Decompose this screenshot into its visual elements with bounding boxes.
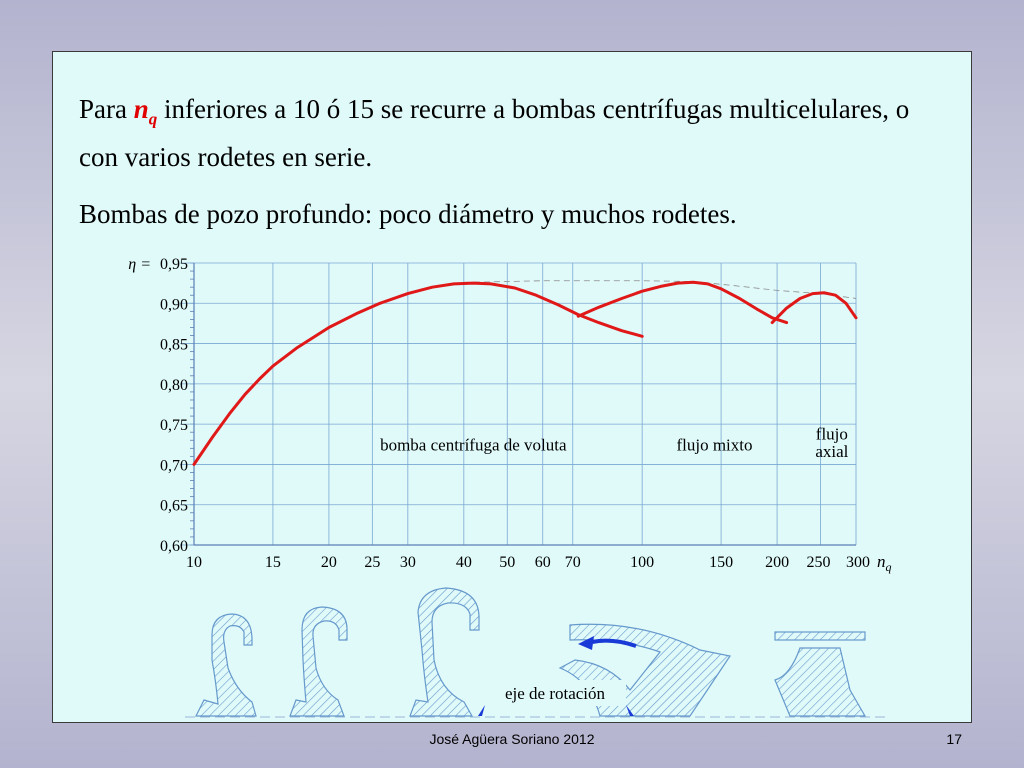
x-tick-label: 25: [364, 554, 380, 571]
footer-author: José Agüera Soriano 2012: [429, 731, 595, 747]
x-tick-label: 15: [265, 554, 281, 571]
nq-symbol: nq: [133, 94, 158, 129]
para1-text: inferiores a 10 ó 15 se recurre a bombas…: [79, 94, 910, 173]
y-tick-label: 0,80: [160, 377, 188, 394]
y-tick-label: 0,65: [160, 498, 188, 515]
x-tick-label: 60: [535, 554, 551, 571]
footer: José Agüera Soriano 2012 17: [0, 731, 1024, 751]
efficiency-curve-3: [770, 291, 858, 325]
x-tick-label: 100: [630, 554, 654, 571]
efficiency-curve-1: [192, 281, 644, 466]
page-number: 17: [946, 731, 962, 747]
rotation-arrow-head: [578, 636, 594, 650]
x-tick-label: 150: [709, 554, 733, 571]
y-tick-label: 0,85: [160, 337, 188, 354]
paragraph-1: Para nq inferiores a 10 ó 15 se recurre …: [79, 90, 949, 176]
chart-annotation: bomba centrífuga de voluta: [380, 436, 567, 455]
impeller-label: eje de rotación: [505, 684, 606, 703]
rotation-arrow: [591, 638, 637, 648]
x-tick-label: 30: [400, 554, 416, 571]
y-tick-label: 0,95: [160, 256, 188, 273]
efficiency-curve-2: [576, 280, 789, 325]
x-tick-label: 50: [499, 554, 515, 571]
chart-curves: [192, 280, 858, 466]
impeller-1: [195, 613, 257, 717]
x-tick-label: 300: [846, 554, 870, 571]
slide-panel: Para nq inferiores a 10 ó 15 se recurre …: [52, 51, 972, 723]
eta-prefix: η =: [128, 256, 151, 273]
chart-annotation: flujo: [816, 424, 848, 443]
impeller-2: [289, 606, 348, 717]
para1-prefix: Para: [79, 94, 127, 124]
x-tick-label: 40: [456, 554, 472, 571]
axis-arrow-left: [478, 705, 485, 716]
y-tick-label: 0,70: [160, 457, 188, 474]
impeller-3: [409, 587, 480, 717]
y-tick-label: 0,75: [160, 417, 188, 434]
chart-labels: 0,60 0,65 0,70 0,75 0,80 0,85 0,90 0,95 η = 10 15 2…: [128, 256, 891, 574]
x-tick-label: 70: [565, 554, 581, 571]
x-axis-symbol: nq: [877, 552, 892, 574]
chart-grid: [180, 262, 857, 546]
x-tick-label: 20: [321, 554, 337, 571]
x-tick-label: 250: [807, 554, 831, 571]
x-tick-label: 10: [186, 554, 202, 571]
chart-annotation: axial: [815, 442, 848, 461]
axis-arrow-right: [626, 705, 634, 716]
impeller-label-bg: [486, 680, 626, 706]
chart-annotation: flujo mixto: [676, 436, 752, 455]
paragraph-2: Bombas de pozo profundo: poco diámetro y…: [79, 199, 737, 229]
y-tick-label: 0,60: [160, 538, 188, 555]
impeller-axial-plate: [774, 631, 866, 641]
y-tick-label: 0,90: [160, 296, 188, 313]
x-tick-label: 200: [765, 554, 789, 571]
impeller-axial: [774, 647, 867, 717]
impeller-illustrations: eje de rotación: [185, 587, 890, 718]
